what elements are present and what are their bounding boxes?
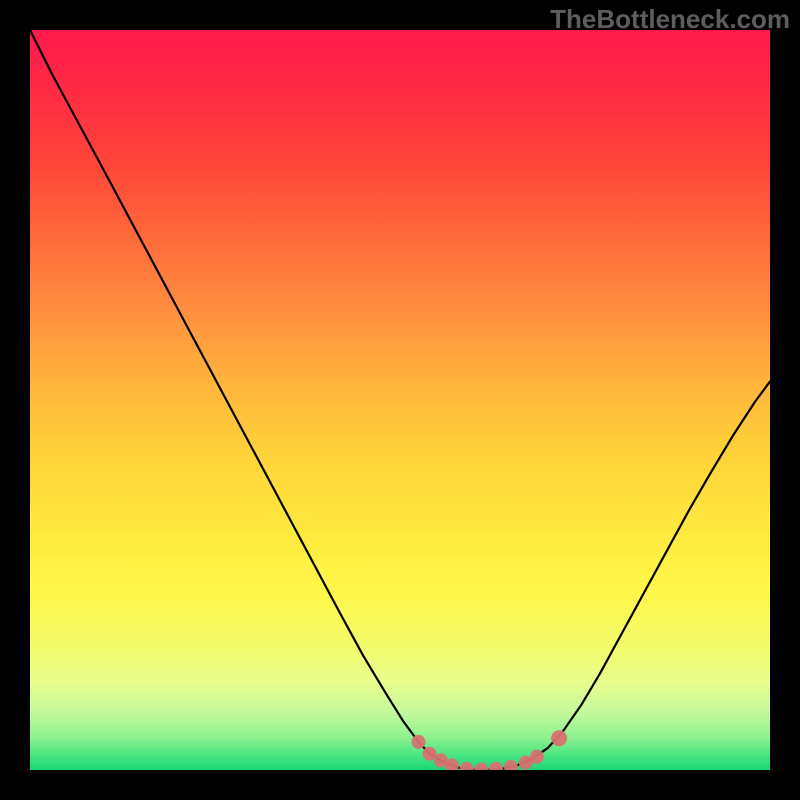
chart-frame: TheBottleneck.com	[0, 0, 800, 800]
plot-svg	[30, 30, 770, 770]
marker-dot	[412, 735, 426, 749]
plot-area	[30, 30, 770, 770]
marker-dot	[530, 750, 544, 764]
watermark-text: TheBottleneck.com	[550, 4, 790, 35]
gradient-background	[30, 30, 770, 770]
marker-dot	[551, 730, 567, 746]
